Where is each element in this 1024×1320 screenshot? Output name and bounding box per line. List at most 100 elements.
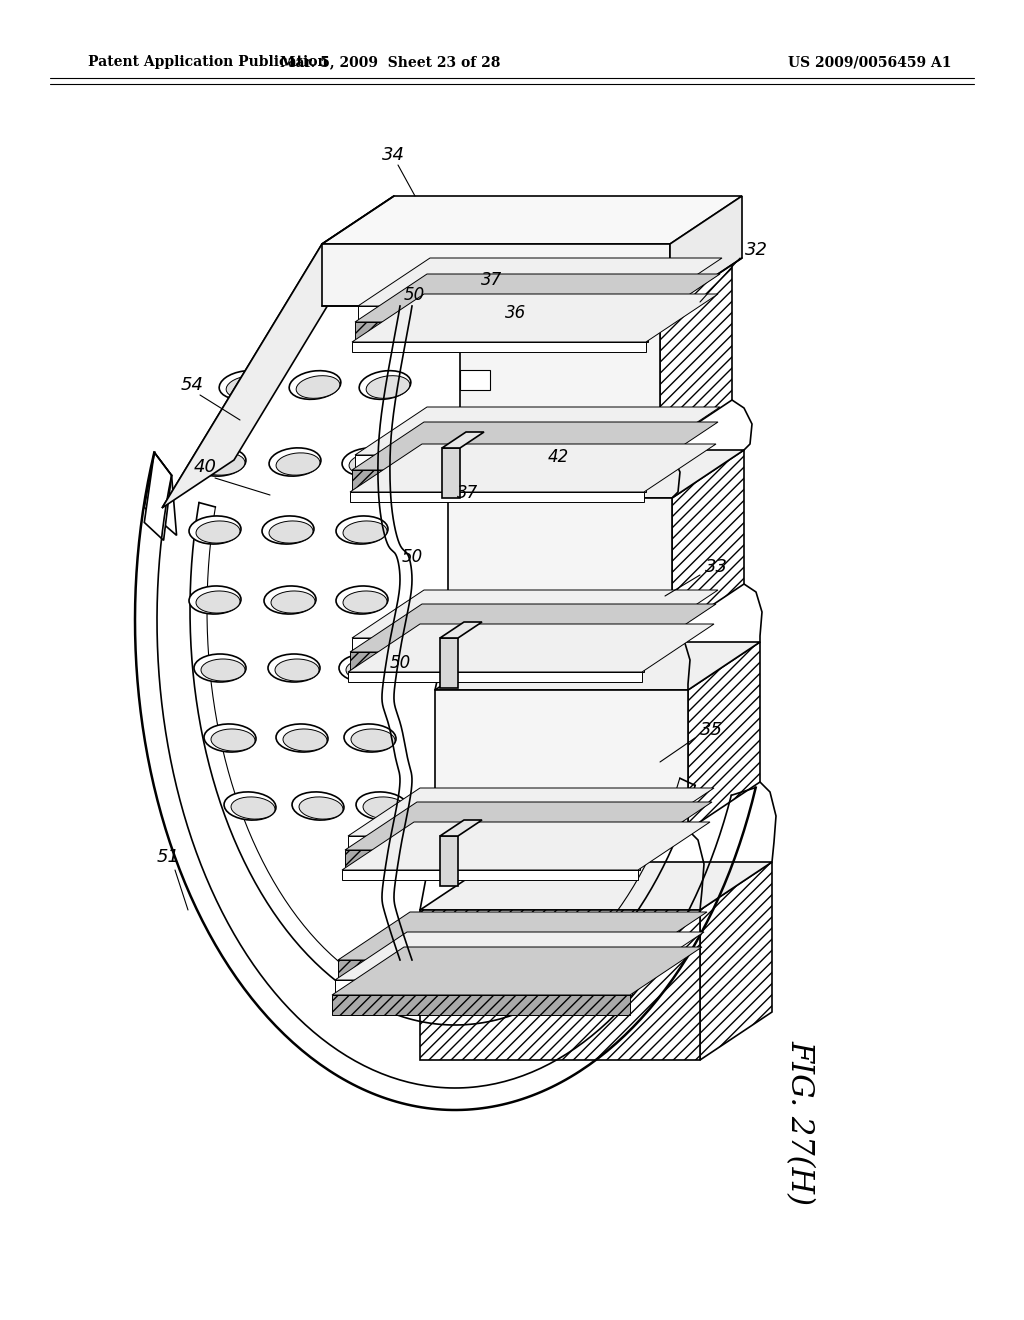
Polygon shape bbox=[144, 453, 172, 540]
Polygon shape bbox=[322, 195, 742, 244]
Ellipse shape bbox=[336, 516, 388, 544]
Text: 51: 51 bbox=[157, 847, 179, 866]
Polygon shape bbox=[420, 862, 772, 909]
Polygon shape bbox=[440, 622, 482, 638]
Text: 37: 37 bbox=[458, 484, 478, 502]
Ellipse shape bbox=[339, 653, 391, 682]
Ellipse shape bbox=[342, 447, 394, 477]
Polygon shape bbox=[352, 422, 718, 470]
Polygon shape bbox=[352, 590, 718, 638]
Ellipse shape bbox=[276, 453, 319, 475]
Polygon shape bbox=[338, 912, 707, 960]
Polygon shape bbox=[348, 672, 642, 682]
Polygon shape bbox=[335, 979, 632, 995]
Polygon shape bbox=[449, 498, 672, 632]
Text: Mar. 5, 2009  Sheet 23 of 28: Mar. 5, 2009 Sheet 23 of 28 bbox=[280, 55, 500, 69]
Ellipse shape bbox=[224, 792, 275, 820]
Ellipse shape bbox=[201, 453, 245, 475]
Ellipse shape bbox=[343, 591, 387, 612]
Polygon shape bbox=[420, 909, 700, 1060]
Polygon shape bbox=[144, 453, 176, 536]
Ellipse shape bbox=[336, 586, 388, 614]
Polygon shape bbox=[352, 294, 718, 342]
Ellipse shape bbox=[283, 729, 327, 751]
Polygon shape bbox=[440, 836, 458, 886]
Text: 32: 32 bbox=[745, 242, 768, 259]
Text: 34: 34 bbox=[382, 147, 404, 164]
Ellipse shape bbox=[351, 729, 395, 751]
Polygon shape bbox=[348, 788, 714, 836]
Text: 35: 35 bbox=[700, 721, 723, 739]
Polygon shape bbox=[342, 822, 710, 870]
Ellipse shape bbox=[364, 797, 407, 820]
Ellipse shape bbox=[349, 453, 393, 475]
Polygon shape bbox=[358, 306, 650, 322]
Polygon shape bbox=[670, 195, 742, 306]
Polygon shape bbox=[338, 960, 635, 979]
Ellipse shape bbox=[343, 521, 387, 543]
Ellipse shape bbox=[296, 376, 340, 399]
Ellipse shape bbox=[194, 653, 246, 682]
Polygon shape bbox=[342, 870, 638, 880]
Ellipse shape bbox=[264, 586, 316, 614]
Polygon shape bbox=[348, 836, 642, 850]
Polygon shape bbox=[345, 803, 712, 850]
Polygon shape bbox=[460, 370, 490, 389]
Polygon shape bbox=[672, 450, 744, 632]
Ellipse shape bbox=[275, 659, 319, 681]
Ellipse shape bbox=[367, 376, 410, 399]
Polygon shape bbox=[350, 492, 644, 502]
Ellipse shape bbox=[211, 729, 255, 751]
Ellipse shape bbox=[204, 723, 256, 752]
Polygon shape bbox=[355, 275, 720, 322]
Ellipse shape bbox=[231, 797, 275, 820]
Text: 50: 50 bbox=[389, 653, 411, 672]
Polygon shape bbox=[352, 638, 646, 652]
Text: 37: 37 bbox=[481, 271, 503, 289]
Polygon shape bbox=[162, 195, 394, 508]
Ellipse shape bbox=[356, 792, 408, 820]
Ellipse shape bbox=[359, 371, 411, 400]
Ellipse shape bbox=[226, 376, 270, 399]
Ellipse shape bbox=[292, 792, 344, 820]
Ellipse shape bbox=[189, 586, 241, 614]
Polygon shape bbox=[355, 455, 648, 470]
Ellipse shape bbox=[219, 371, 270, 400]
Text: 54: 54 bbox=[180, 376, 204, 393]
Polygon shape bbox=[350, 652, 644, 672]
Polygon shape bbox=[332, 995, 630, 1015]
Ellipse shape bbox=[276, 723, 328, 752]
Polygon shape bbox=[352, 470, 646, 492]
Ellipse shape bbox=[268, 653, 319, 682]
Polygon shape bbox=[660, 257, 732, 447]
Text: 40: 40 bbox=[194, 458, 216, 477]
Text: 50: 50 bbox=[401, 548, 423, 566]
Ellipse shape bbox=[269, 521, 313, 543]
Polygon shape bbox=[355, 407, 720, 455]
Ellipse shape bbox=[201, 659, 245, 681]
Ellipse shape bbox=[196, 521, 240, 543]
Polygon shape bbox=[449, 450, 744, 498]
Polygon shape bbox=[435, 690, 688, 830]
Polygon shape bbox=[358, 257, 722, 306]
Ellipse shape bbox=[289, 371, 341, 400]
Polygon shape bbox=[162, 244, 322, 508]
Polygon shape bbox=[335, 932, 705, 979]
Ellipse shape bbox=[344, 723, 396, 752]
Ellipse shape bbox=[196, 591, 240, 612]
Polygon shape bbox=[348, 624, 714, 672]
Text: 33: 33 bbox=[705, 558, 728, 576]
Polygon shape bbox=[688, 642, 760, 830]
Ellipse shape bbox=[271, 591, 315, 612]
Text: FIG. 27(H): FIG. 27(H) bbox=[784, 1040, 815, 1205]
Polygon shape bbox=[440, 638, 458, 688]
Polygon shape bbox=[460, 306, 660, 447]
Ellipse shape bbox=[262, 516, 314, 544]
Ellipse shape bbox=[269, 447, 321, 477]
Polygon shape bbox=[350, 605, 716, 652]
Ellipse shape bbox=[189, 516, 241, 544]
Text: 42: 42 bbox=[548, 447, 568, 466]
Polygon shape bbox=[442, 432, 484, 447]
Polygon shape bbox=[332, 946, 702, 995]
Polygon shape bbox=[345, 850, 640, 870]
